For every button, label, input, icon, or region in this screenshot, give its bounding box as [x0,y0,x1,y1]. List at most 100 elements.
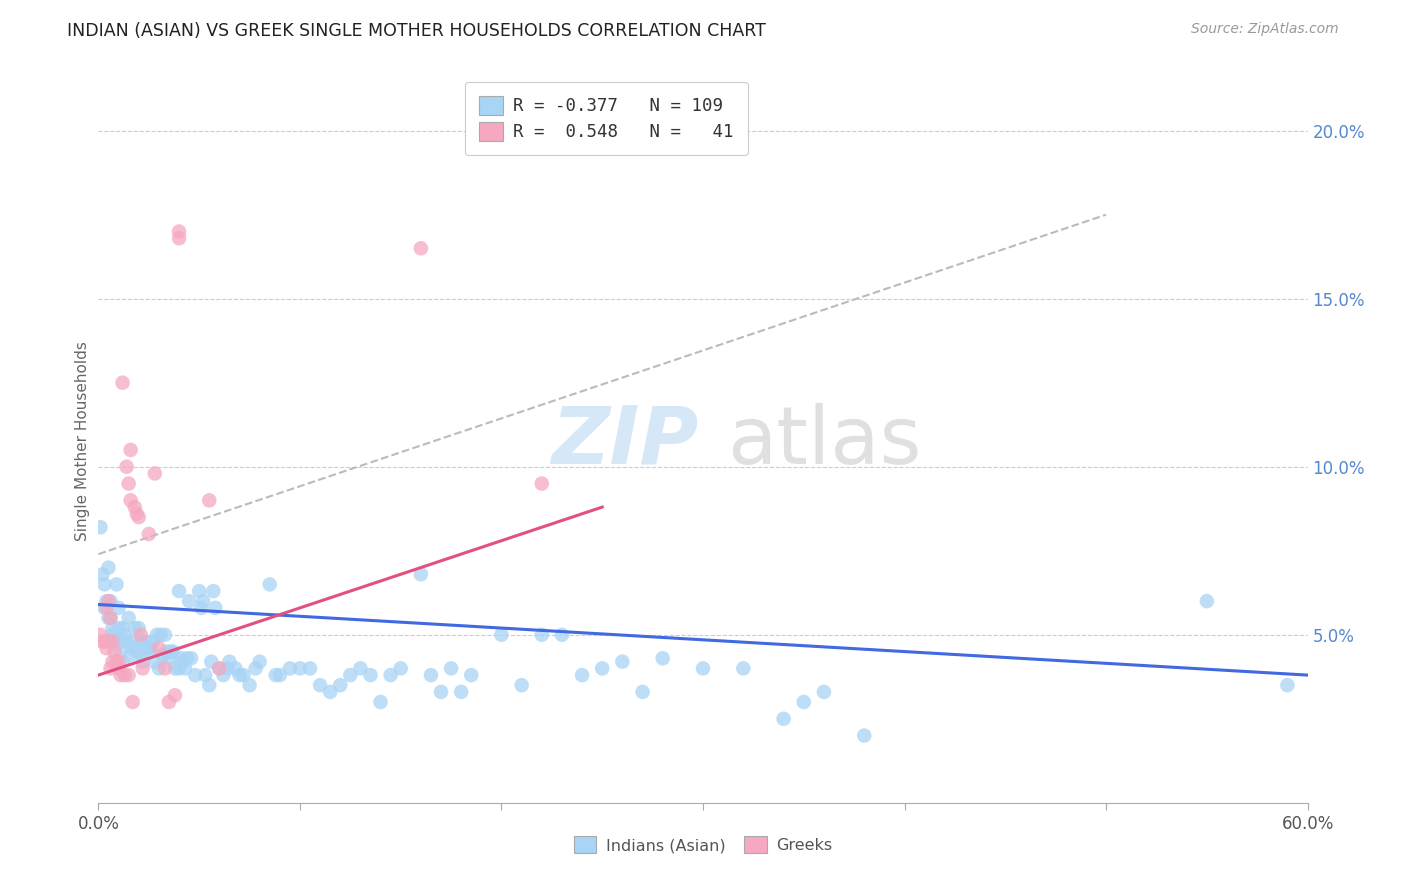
Point [733,661,755,675]
Legend: Indians (Asian), Greeks: Indians (Asian), Greeks [567,830,839,860]
Point [103,634,125,648]
Point [157,651,180,665]
Point [114,628,136,642]
Point [163,661,186,675]
Point [269,668,291,682]
Point [103,628,125,642]
Point [138,527,160,541]
Point [111,376,134,390]
Point [409,567,432,582]
Point [551,628,574,642]
Point [232,668,254,682]
Point [100,661,122,675]
Point [288,661,311,675]
Point [100,611,122,625]
Point [153,661,176,675]
Point [146,628,169,642]
Point [217,661,239,675]
Point [97,611,120,625]
Point [631,685,654,699]
Point [107,621,129,635]
Point [172,655,194,669]
Point [96,594,118,608]
Point [100,594,122,608]
Point [120,442,142,457]
Point [142,634,165,648]
Point [148,661,170,675]
Point [156,644,179,658]
Point [91,567,114,582]
Point [179,594,201,608]
Point [110,644,132,658]
Point [121,695,143,709]
Point [111,621,134,635]
Point [101,655,124,669]
Point [208,661,231,675]
Point [813,685,835,699]
Point [96,641,118,656]
Point [198,678,221,692]
Point [120,493,142,508]
Point [208,661,231,675]
Point [389,661,412,675]
Point [128,510,150,524]
Point [129,628,152,642]
Point [160,644,183,658]
Y-axis label: Single Mother Households: Single Mother Households [75,342,90,541]
Point [651,651,673,665]
Point [409,241,432,255]
Point [380,668,402,682]
Point [101,621,124,635]
Point [176,651,198,665]
Point [162,644,184,658]
Point [440,661,463,675]
Point [100,611,122,625]
Point [309,678,332,692]
Point [198,493,221,508]
Point [143,467,166,481]
Point [97,634,120,648]
Point [132,661,155,675]
Point [460,668,482,682]
Point [97,560,120,574]
Point [134,634,156,648]
Point [128,621,150,635]
Point [111,655,134,669]
Point [120,634,142,648]
Point [97,594,120,608]
Point [420,668,443,682]
Point [228,668,250,682]
Point [349,661,371,675]
Point [115,459,138,474]
Point [299,661,322,675]
Point [224,661,246,675]
Point [107,655,129,669]
Point [124,500,146,514]
Point [110,634,132,648]
Point [129,634,152,648]
Text: INDIAN (ASIAN) VS GREEK SINGLE MOTHER HOUSEHOLDS CORRELATION CHART: INDIAN (ASIAN) VS GREEK SINGLE MOTHER HO… [67,22,766,40]
Point [193,594,215,608]
Point [93,634,115,648]
Point [152,648,174,662]
Point [157,695,180,709]
Point [339,668,361,682]
Point [167,584,190,599]
Point [118,476,141,491]
Point [204,600,226,615]
Point [360,668,382,682]
Point [101,628,124,642]
Point [692,661,714,675]
Point [167,661,190,675]
Point [1195,594,1218,608]
Point [107,600,129,615]
Point [259,577,281,591]
Point [202,584,225,599]
Point [121,641,143,656]
Point [450,685,472,699]
Point [200,655,222,669]
Point [571,668,593,682]
Point [212,668,235,682]
Point [96,600,118,615]
Point [239,678,262,692]
